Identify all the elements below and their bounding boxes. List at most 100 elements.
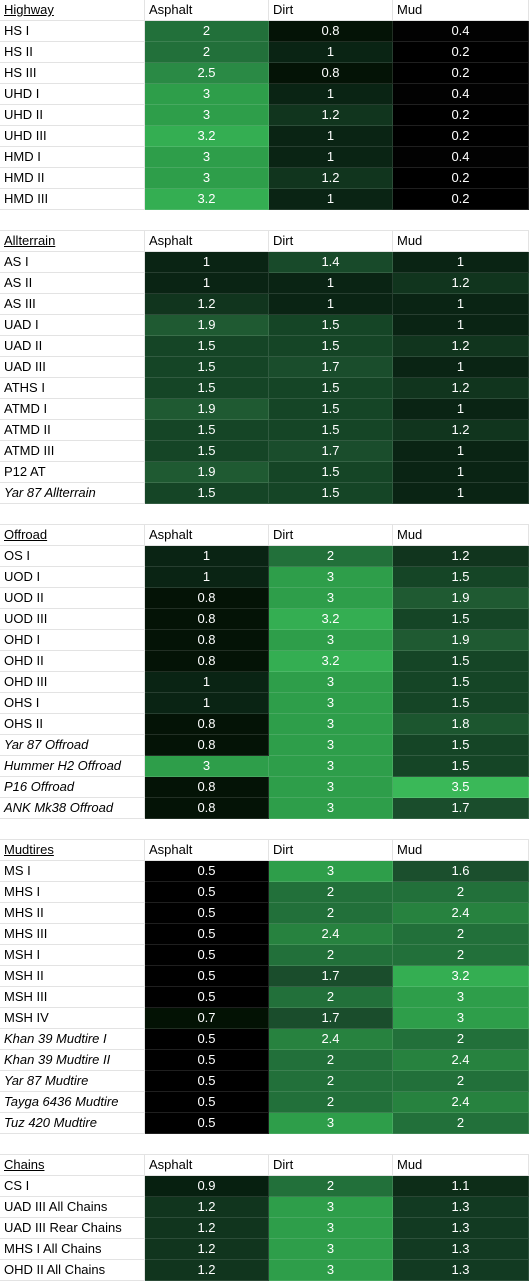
value-cell[interactable]: 2.5	[145, 63, 269, 84]
value-cell[interactable]: 1.5	[269, 378, 393, 399]
value-cell[interactable]: 0.2	[393, 63, 529, 84]
value-cell[interactable]: 1.5	[269, 462, 393, 483]
tire-name-cell[interactable]: ANK Mk38 Offroad	[0, 798, 145, 819]
tire-name-cell[interactable]: HMD I	[0, 147, 145, 168]
column-header[interactable]: Dirt	[269, 525, 393, 546]
value-cell[interactable]: 1.2	[393, 273, 529, 294]
value-cell[interactable]: 1	[393, 399, 529, 420]
value-cell[interactable]: 1	[145, 693, 269, 714]
value-cell[interactable]: 1.5	[269, 336, 393, 357]
tire-name-cell[interactable]: Yar 87 Allterrain	[0, 483, 145, 504]
column-header[interactable]: Asphalt	[145, 1155, 269, 1176]
value-cell[interactable]: 1.5	[269, 483, 393, 504]
tire-name-cell[interactable]: UOD III	[0, 609, 145, 630]
value-cell[interactable]: 1	[393, 315, 529, 336]
value-cell[interactable]: 1.2	[269, 105, 393, 126]
value-cell[interactable]: 2.4	[269, 1029, 393, 1050]
value-cell[interactable]: 1.5	[393, 567, 529, 588]
value-cell[interactable]: 3.2	[393, 966, 529, 987]
value-cell[interactable]: 1.7	[393, 798, 529, 819]
tire-name-cell[interactable]: Tuz 420 Mudtire	[0, 1113, 145, 1134]
tire-name-cell[interactable]: ATMD III	[0, 441, 145, 462]
tire-name-cell[interactable]: UAD III	[0, 357, 145, 378]
tire-name-cell[interactable]: UAD III All Chains	[0, 1197, 145, 1218]
section-title[interactable]: Offroad	[0, 525, 145, 546]
value-cell[interactable]: 0.2	[393, 168, 529, 189]
value-cell[interactable]: 1.2	[393, 420, 529, 441]
value-cell[interactable]: 1.5	[269, 399, 393, 420]
value-cell[interactable]: 1.9	[145, 462, 269, 483]
tire-name-cell[interactable]: MSH IV	[0, 1008, 145, 1029]
section-title[interactable]: Highway	[0, 0, 145, 21]
value-cell[interactable]: 2	[393, 1113, 529, 1134]
value-cell[interactable]: 3	[393, 987, 529, 1008]
value-cell[interactable]: 3	[269, 672, 393, 693]
value-cell[interactable]: 1.5	[393, 651, 529, 672]
tire-name-cell[interactable]: UHD II	[0, 105, 145, 126]
value-cell[interactable]: 0.7	[145, 1008, 269, 1029]
value-cell[interactable]: 2.4	[269, 924, 393, 945]
value-cell[interactable]: 1.9	[145, 315, 269, 336]
value-cell[interactable]: 1	[269, 42, 393, 63]
value-cell[interactable]: 0.4	[393, 21, 529, 42]
value-cell[interactable]: 1	[269, 273, 393, 294]
value-cell[interactable]: 3	[269, 714, 393, 735]
value-cell[interactable]: 1.2	[393, 378, 529, 399]
value-cell[interactable]: 0.4	[393, 147, 529, 168]
value-cell[interactable]: 0.8	[145, 735, 269, 756]
value-cell[interactable]: 2	[393, 882, 529, 903]
value-cell[interactable]: 1.7	[269, 1008, 393, 1029]
value-cell[interactable]: 0.2	[393, 126, 529, 147]
value-cell[interactable]: 0.5	[145, 987, 269, 1008]
value-cell[interactable]: 0.2	[393, 189, 529, 210]
value-cell[interactable]: 3	[145, 756, 269, 777]
value-cell[interactable]: 1	[393, 462, 529, 483]
tire-name-cell[interactable]: UHD III	[0, 126, 145, 147]
value-cell[interactable]: 0.8	[269, 63, 393, 84]
tire-name-cell[interactable]: OHS I	[0, 693, 145, 714]
value-cell[interactable]: 3	[269, 861, 393, 882]
value-cell[interactable]: 1	[393, 294, 529, 315]
tire-name-cell[interactable]: UAD III Rear Chains	[0, 1218, 145, 1239]
column-header[interactable]: Dirt	[269, 231, 393, 252]
value-cell[interactable]: 3	[269, 777, 393, 798]
value-cell[interactable]: 2.4	[393, 1092, 529, 1113]
value-cell[interactable]: 1	[145, 567, 269, 588]
tire-name-cell[interactable]: Yar 87 Mudtire	[0, 1071, 145, 1092]
value-cell[interactable]: 1.5	[145, 483, 269, 504]
value-cell[interactable]: 1	[393, 357, 529, 378]
tire-name-cell[interactable]: AS III	[0, 294, 145, 315]
value-cell[interactable]: 1	[269, 147, 393, 168]
value-cell[interactable]: 2	[269, 1071, 393, 1092]
value-cell[interactable]: 1.9	[393, 630, 529, 651]
tire-name-cell[interactable]: Khan 39 Mudtire I	[0, 1029, 145, 1050]
value-cell[interactable]: 0.5	[145, 1050, 269, 1071]
value-cell[interactable]: 0.8	[145, 609, 269, 630]
value-cell[interactable]: 3.2	[269, 651, 393, 672]
value-cell[interactable]: 3	[269, 1197, 393, 1218]
value-cell[interactable]: 1.3	[393, 1218, 529, 1239]
tire-name-cell[interactable]: MSH I	[0, 945, 145, 966]
value-cell[interactable]: 0.2	[393, 42, 529, 63]
tire-name-cell[interactable]: HS II	[0, 42, 145, 63]
value-cell[interactable]: 1	[145, 252, 269, 273]
value-cell[interactable]: 3	[393, 1008, 529, 1029]
value-cell[interactable]: 1.5	[145, 441, 269, 462]
value-cell[interactable]: 0.5	[145, 861, 269, 882]
value-cell[interactable]: 2	[393, 1029, 529, 1050]
tire-name-cell[interactable]: OHD III	[0, 672, 145, 693]
value-cell[interactable]: 3	[145, 84, 269, 105]
value-cell[interactable]: 2	[269, 546, 393, 567]
column-header[interactable]: Mud	[393, 0, 529, 21]
value-cell[interactable]: 3	[269, 735, 393, 756]
column-header[interactable]: Mud	[393, 525, 529, 546]
value-cell[interactable]: 1.9	[393, 588, 529, 609]
value-cell[interactable]: 1.1	[393, 1176, 529, 1197]
value-cell[interactable]: 3	[269, 567, 393, 588]
tire-name-cell[interactable]: HS III	[0, 63, 145, 84]
value-cell[interactable]: 1.5	[393, 693, 529, 714]
value-cell[interactable]: 3	[269, 798, 393, 819]
value-cell[interactable]: 1	[145, 546, 269, 567]
value-cell[interactable]: 2	[269, 903, 393, 924]
value-cell[interactable]: 2	[269, 945, 393, 966]
